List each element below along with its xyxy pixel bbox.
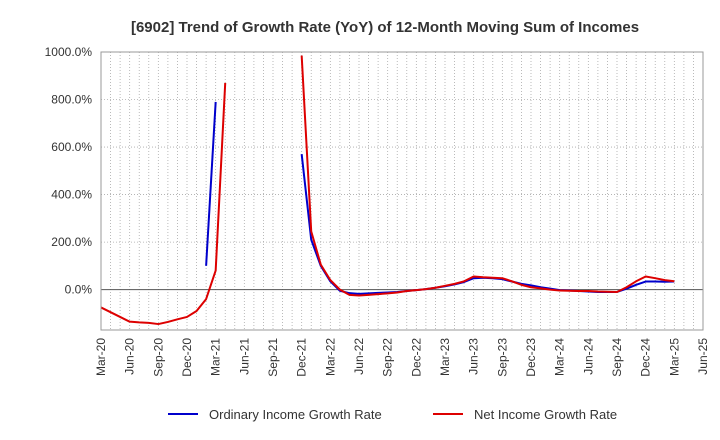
y-axis-ticks: 0.0% 200.0% 400.0% 600.0% 800.0% 1000.0% bbox=[45, 45, 93, 297]
y-tick-label: 200.0% bbox=[51, 235, 92, 249]
x-tick-label: Mar-22 bbox=[323, 338, 337, 376]
x-tick-label: Dec-22 bbox=[409, 338, 423, 377]
series-line-2 bbox=[300, 55, 675, 297]
y-tick-label: 600.0% bbox=[51, 140, 92, 154]
x-tick-label: Jun-20 bbox=[123, 338, 137, 375]
series-line-2 bbox=[100, 82, 227, 326]
x-tick-label: Dec-21 bbox=[295, 338, 309, 377]
x-tick-label: Jun-23 bbox=[467, 338, 481, 375]
x-tick-label: Dec-23 bbox=[524, 338, 538, 377]
x-tick-label: Jun-24 bbox=[581, 338, 595, 375]
x-tick-label: Sep-23 bbox=[495, 338, 509, 377]
x-tick-label: Mar-21 bbox=[209, 338, 223, 376]
x-tick-label: Sep-21 bbox=[266, 338, 280, 377]
x-tick-label: Dec-24 bbox=[639, 338, 653, 377]
series-lines bbox=[100, 55, 675, 326]
y-tick-label: 800.0% bbox=[51, 93, 92, 107]
x-tick-label: Jun-22 bbox=[352, 338, 366, 375]
y-tick-label: 1000.0% bbox=[45, 45, 93, 59]
x-tick-label: Jun-21 bbox=[237, 338, 251, 375]
x-tick-label: Dec-20 bbox=[180, 338, 194, 377]
plot-border bbox=[100, 51, 704, 331]
x-tick-label: Mar-25 bbox=[667, 338, 681, 376]
x-tick-label: Sep-24 bbox=[610, 338, 624, 377]
x-tick-label: Mar-20 bbox=[94, 338, 108, 376]
y-tick-label: 0.0% bbox=[65, 283, 93, 297]
plot-area bbox=[101, 52, 703, 330]
x-tick-label: Mar-23 bbox=[438, 338, 452, 376]
x-tick-label: Mar-24 bbox=[553, 338, 567, 376]
chart-title: [6902] Trend of Growth Rate (YoY) of 12-… bbox=[131, 19, 639, 36]
y-tick-label: 400.0% bbox=[51, 188, 92, 202]
series-line-1 bbox=[205, 101, 217, 266]
x-tick-label: Sep-20 bbox=[151, 338, 165, 377]
x-tick-label: Sep-22 bbox=[381, 338, 395, 377]
x-axis-ticks: Mar-20 Jun-20 Sep-20 Dec-20 Mar-21 Jun-21 Sep-… bbox=[94, 338, 710, 377]
legend-label: Ordinary Income Growth Rate bbox=[209, 407, 382, 422]
legend: Ordinary Income Growth Rate Net Income Gr… bbox=[168, 407, 617, 422]
x-tick-label: Jun-25 bbox=[696, 338, 710, 375]
legend-label: Net Income Growth Rate bbox=[474, 407, 617, 422]
